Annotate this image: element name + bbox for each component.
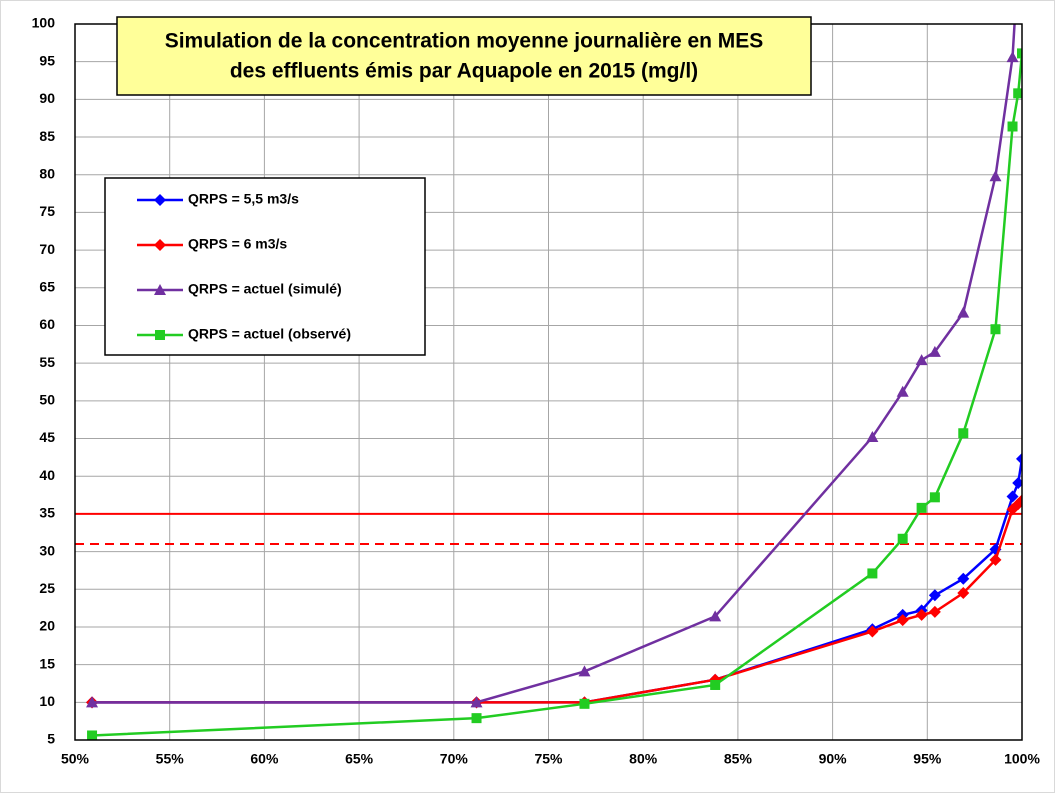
y-tick-label: 45 — [39, 429, 55, 445]
marker — [989, 170, 1002, 182]
marker — [1016, 494, 1022, 507]
x-tick-label: 70% — [440, 751, 469, 767]
marker — [928, 605, 941, 618]
marker — [897, 533, 908, 544]
marker — [1013, 88, 1022, 99]
marker — [896, 385, 909, 397]
marker — [990, 324, 1001, 335]
legend-label: QRPS = actuel (simulé) — [188, 281, 342, 297]
marker — [709, 610, 722, 622]
marker — [470, 696, 483, 708]
x-tick-label: 50% — [61, 751, 90, 767]
legend-label: QRPS = 5,5 m3/s — [188, 191, 299, 207]
marker — [929, 492, 940, 503]
y-tick-label: 80 — [39, 165, 55, 181]
marker — [989, 553, 1002, 566]
marker — [1016, 452, 1022, 465]
legend-label: QRPS = actuel (observé) — [188, 326, 351, 342]
marker — [957, 306, 970, 318]
marker — [957, 572, 970, 585]
x-tick-label: 85% — [724, 751, 753, 767]
marker — [471, 713, 482, 724]
y-tick-label: 60 — [39, 316, 55, 332]
x-tick-label: 100% — [1004, 751, 1040, 767]
y-tick-label: 20 — [39, 618, 55, 634]
chart-title: des effluents émis par Aquapole en 2015 … — [230, 60, 698, 83]
y-tick-label: 95 — [39, 52, 55, 68]
legend-marker — [154, 239, 166, 251]
marker — [928, 589, 941, 602]
marker — [1012, 476, 1022, 489]
x-tick-label: 65% — [345, 751, 374, 767]
legend-box — [104, 177, 426, 356]
y-tick-label: 15 — [39, 655, 55, 671]
series-line — [92, 24, 1016, 704]
title-box — [116, 16, 812, 96]
marker — [1017, 48, 1022, 59]
y-tick-label: 100 — [32, 15, 56, 31]
marker — [1006, 490, 1019, 503]
y-tick-label: 70 — [39, 241, 55, 257]
y-tick-label: 55 — [39, 354, 55, 370]
y-tick-label: 25 — [39, 580, 55, 596]
marker — [86, 696, 99, 708]
marker — [710, 679, 721, 690]
marker — [87, 730, 98, 740]
chart-title: Simulation de la concentration moyenne j… — [165, 30, 764, 53]
y-tick-label: 50 — [39, 392, 55, 408]
marker — [866, 625, 879, 638]
x-tick-label: 60% — [250, 751, 279, 767]
y-tick-label: 10 — [39, 693, 55, 709]
marker — [578, 665, 591, 677]
marker — [928, 345, 941, 357]
y-tick-label: 5 — [47, 731, 55, 747]
legend-marker — [154, 284, 166, 295]
marker — [579, 698, 590, 709]
x-tick-label: 55% — [156, 751, 185, 767]
legend-label: QRPS = 6 m3/s — [188, 236, 287, 252]
x-tick-label: 90% — [819, 751, 848, 767]
legend-marker — [155, 330, 165, 340]
y-tick-label: 30 — [39, 542, 55, 558]
y-tick-label: 35 — [39, 505, 55, 521]
x-tick-label: 75% — [534, 751, 563, 767]
marker — [957, 587, 970, 600]
y-tick-label: 85 — [39, 128, 55, 144]
x-tick-label: 80% — [629, 751, 658, 767]
marker — [896, 614, 909, 627]
y-tick-label: 40 — [39, 467, 55, 483]
y-tick-label: 90 — [39, 90, 55, 106]
marker — [1006, 51, 1019, 63]
marker — [915, 354, 928, 366]
marker — [867, 568, 878, 579]
x-tick-label: 95% — [913, 751, 942, 767]
y-tick-label: 75 — [39, 203, 55, 219]
marker — [866, 431, 879, 443]
y-tick-label: 65 — [39, 278, 55, 294]
legend-marker — [154, 194, 166, 206]
marker — [915, 608, 928, 621]
marker — [958, 428, 969, 439]
marker — [916, 502, 927, 513]
marker — [1007, 121, 1018, 132]
